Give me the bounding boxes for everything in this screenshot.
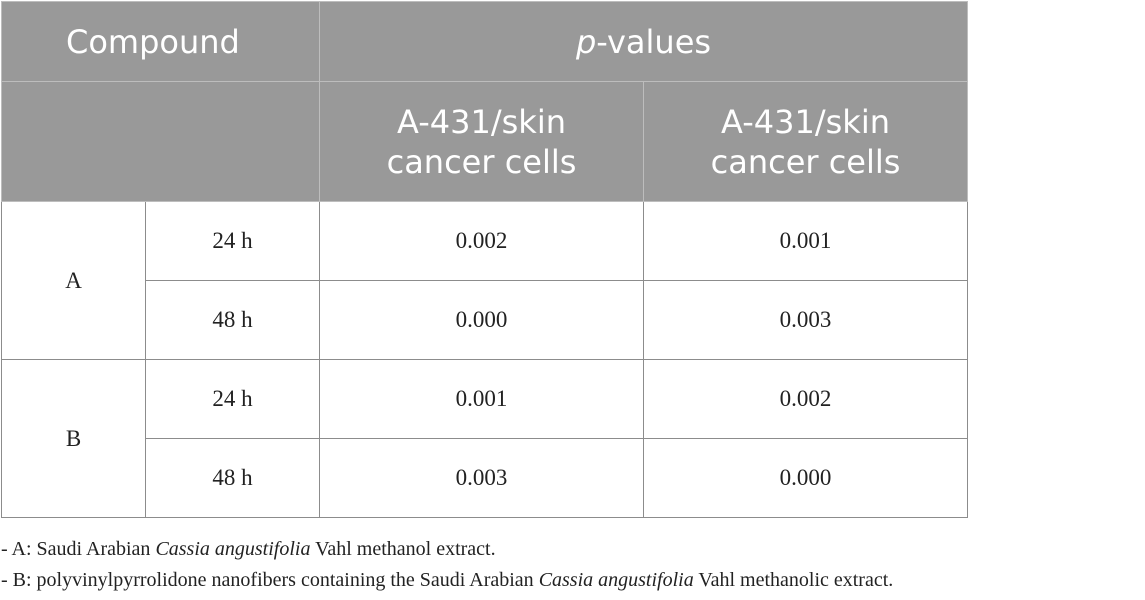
value-cell: 0.001	[319, 359, 645, 439]
value-cell: 0.000	[319, 280, 645, 360]
header-row-1: Compound p-values	[0, 1, 969, 82]
column-header-1-line1: A-431/skin	[397, 102, 566, 141]
pvalues-table: Compound p-values A-431/skin cancer cell…	[0, 1, 969, 518]
time-cell: 48 h	[144, 280, 321, 360]
time-cell: 24 h	[144, 201, 321, 281]
value-cell: 0.000	[643, 438, 969, 518]
column-header-2-line2: cancer cells	[710, 142, 901, 181]
pvalues-header-rest: -values	[596, 22, 712, 61]
header-row-2: A-431/skin cancer cells A-431/skin cance…	[0, 81, 969, 202]
compound-cell-a: A	[1, 201, 146, 360]
empty-header-cell	[0, 81, 321, 202]
value-cell: 0.003	[643, 280, 969, 360]
footnote-a-text: - A: Saudi Arabian	[1, 538, 156, 560]
compound-header: Compound	[0, 1, 321, 82]
value-cell: 0.003	[319, 438, 645, 518]
footnote-b-text: - B: polyvinylpyrrolidone nanofibers con…	[1, 569, 539, 591]
table-row: B 24 h 0.001 0.002	[1, 359, 969, 518]
value-cell: 0.001	[643, 201, 969, 281]
value-cell: 0.002	[319, 201, 645, 281]
footnote-a-text-end: Vahl methanol extract.	[310, 538, 496, 560]
footnote-b-species: Cassia angustifolia	[538, 569, 694, 591]
time-cell: 24 h	[144, 359, 321, 439]
footnotes: - A: Saudi Arabian Cassia angustifolia V…	[1, 534, 893, 596]
compound-cell-b: B	[1, 359, 146, 518]
pvalues-header-p: p	[575, 22, 597, 61]
table-row: 48 h 0.003 0.000	[2, 438, 969, 518]
pvalues-header: p-values	[319, 1, 969, 82]
footnote-a-species: Cassia angustifolia	[155, 538, 311, 560]
footnote-a: - A: Saudi Arabian Cassia angustifolia V…	[1, 534, 893, 565]
footnote-b: - B: polyvinylpyrrolidone nanofibers con…	[1, 565, 893, 596]
column-header-1-line2: cancer cells	[386, 142, 577, 181]
column-header-2-line1: A-431/skin	[721, 102, 890, 141]
table-row: 48 h 0.000 0.003	[2, 280, 969, 360]
value-cell: 0.002	[643, 359, 969, 439]
footnote-b-text-end: Vahl methanolic extract.	[693, 569, 894, 591]
table-row: A 24 h 0.002 0.001	[1, 201, 969, 360]
time-cell: 48 h	[144, 438, 321, 518]
column-header-1: A-431/skin cancer cells	[319, 81, 645, 202]
column-header-2: A-431/skin cancer cells	[643, 81, 969, 202]
